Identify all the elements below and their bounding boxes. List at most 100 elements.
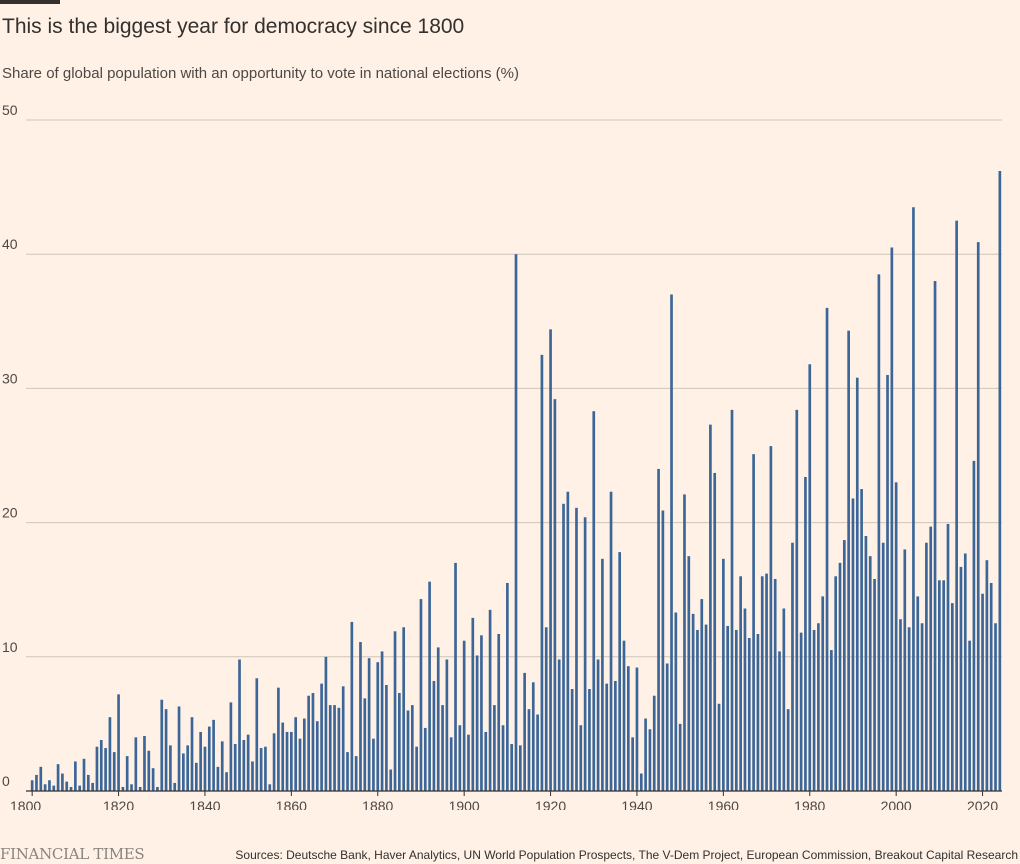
bar	[661, 510, 665, 791]
bar	[700, 599, 704, 791]
bar	[696, 629, 699, 791]
bar	[346, 752, 349, 791]
bar	[290, 731, 293, 791]
bar	[938, 580, 941, 791]
bar	[147, 750, 151, 791]
bar	[678, 723, 682, 791]
bar	[506, 582, 509, 791]
bar	[773, 578, 777, 791]
x-tick-label: 1860	[276, 798, 307, 810]
bar	[916, 596, 920, 791]
bar	[596, 659, 600, 791]
bar	[722, 558, 725, 791]
bar	[946, 523, 950, 791]
bar	[963, 553, 967, 791]
bar	[333, 705, 336, 791]
bar	[566, 491, 570, 791]
bar	[207, 726, 211, 791]
bar	[549, 329, 552, 791]
bar	[588, 689, 591, 791]
bar	[272, 733, 276, 791]
bar	[212, 719, 215, 791]
bar	[462, 640, 466, 791]
bar	[216, 766, 220, 791]
y-tick-label: 40	[2, 236, 18, 252]
bar	[441, 705, 444, 791]
bar	[423, 727, 427, 791]
bar	[739, 576, 742, 791]
bar	[220, 741, 224, 791]
bar	[592, 411, 596, 791]
bar	[186, 745, 190, 791]
bar	[717, 703, 721, 791]
bar	[644, 718, 647, 791]
bar	[143, 735, 146, 791]
bar	[350, 621, 354, 791]
bar	[445, 659, 449, 791]
bar	[488, 609, 492, 791]
bar	[134, 737, 138, 791]
bar	[942, 580, 946, 791]
y-tick-label: 30	[2, 370, 18, 386]
bar	[907, 627, 911, 791]
bar	[415, 746, 418, 791]
bar-chart: 0 10 20 30 40 50 1800 1820 1840 1860 1880 1900 1920 1…	[2, 102, 1002, 810]
bar	[709, 424, 712, 791]
bar	[341, 686, 345, 791]
bar	[799, 632, 803, 791]
bar	[825, 307, 829, 791]
bar	[855, 377, 859, 791]
x-tick-label: 1820	[103, 798, 134, 810]
bar	[981, 593, 984, 791]
bars	[30, 171, 1002, 792]
bar	[363, 698, 367, 791]
bar	[899, 619, 902, 791]
bar	[69, 786, 73, 791]
chart-title: This is the biggest year for democracy s…	[2, 15, 465, 38]
bar	[670, 294, 673, 791]
bar	[324, 656, 328, 791]
bar	[631, 737, 634, 791]
bar	[380, 651, 384, 791]
bar	[95, 746, 99, 791]
bar	[91, 782, 94, 791]
bar	[259, 748, 263, 791]
bar	[436, 647, 440, 791]
ft-logo: FINANCIAL TIMES	[0, 845, 145, 863]
bar	[760, 576, 764, 791]
bar	[367, 658, 371, 791]
bar	[99, 740, 103, 791]
bar	[665, 663, 669, 791]
bar	[277, 687, 280, 791]
x-tick-label: 1900	[449, 798, 480, 810]
bar	[959, 566, 963, 791]
bar	[194, 762, 198, 791]
bar	[730, 409, 734, 791]
bar	[769, 446, 773, 791]
bar	[112, 752, 116, 791]
bar	[385, 684, 388, 791]
bar	[229, 702, 233, 791]
bar	[765, 573, 768, 791]
bar	[687, 556, 691, 791]
bar	[82, 758, 86, 791]
bar	[579, 725, 583, 791]
bar	[575, 507, 578, 791]
bar	[994, 623, 997, 791]
x-tick-label: 1920	[535, 798, 566, 810]
bar	[903, 549, 907, 791]
bar	[190, 717, 194, 791]
bar	[328, 705, 332, 791]
bar	[52, 785, 56, 791]
bar	[471, 617, 475, 791]
bar	[484, 731, 488, 791]
bar	[713, 472, 717, 791]
bar	[432, 680, 436, 791]
bar	[406, 710, 410, 791]
bar	[639, 773, 643, 791]
bar	[454, 562, 457, 791]
bar	[493, 705, 496, 791]
bar	[808, 364, 812, 791]
bar	[467, 734, 470, 791]
bar	[817, 623, 820, 791]
